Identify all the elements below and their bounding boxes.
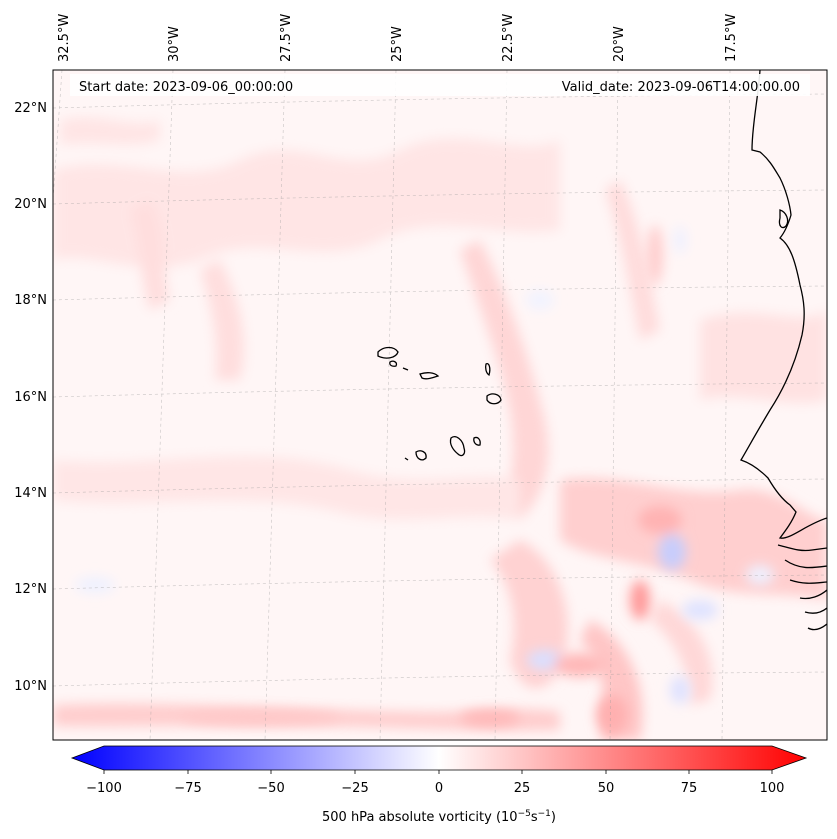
lon-label: 17.5°W [724,14,739,62]
colorbar-tick-label: 100 [760,781,785,796]
colorbar-bar [70,745,808,771]
colorbar-tick-label: −100 [86,781,122,796]
colorbar-tick-label: −75 [174,781,201,796]
start-date-label: Start date: 2023-09-06_00:00:00 [79,80,293,95]
colorbar-tick-label: 25 [514,781,531,796]
coastline [740,70,827,631]
colorbar-tick-labels: −100 −75 −50 −25 0 25 50 75 100 [86,781,784,796]
cape-verde-islands [377,346,502,461]
island-sao-vicente [389,360,398,367]
colorbar-ticks [103,770,773,774]
island-sal [484,362,491,377]
colorbar-tick-label: 0 [435,781,443,796]
lat-label: 16°N [14,390,47,405]
lat-label: 12°N [14,582,47,597]
header-strip [70,74,810,96]
vorticity-field [53,70,827,740]
lat-label: 10°N [14,679,47,694]
island-santo-antao [377,346,399,359]
valid-date-label: Valid_date: 2023-09-06T14:00:00.00 [562,80,800,95]
africa-coastline [740,70,827,539]
island-fogo [415,450,427,461]
lon-label: 20°W [612,26,627,62]
lat-label: 20°N [14,197,47,212]
lat-label: 14°N [14,486,47,501]
map-panel: Start date: 2023-09-06_00:00:00 Valid_da… [52,69,828,741]
longitude-labels: 32.5°W 30°W 27.5°W 25°W 22.5°W 20°W 17.5… [57,14,739,62]
island-santiago [449,436,466,457]
colorbar-tick-label: 75 [681,781,698,796]
lon-label: 22.5°W [501,14,516,62]
map-frame [52,69,828,741]
lon-label: 27.5°W [279,14,294,62]
colorbar-tick-label: −25 [341,781,368,796]
colorbar-tick-label: 50 [598,781,615,796]
island-brava [404,457,409,461]
latitude-labels: 22°N 20°N 18°N 16°N 14°N 12°N 10°N [14,101,47,694]
lat-label: 18°N [14,293,47,308]
colorbar-label: 500 hPa absolute vorticity (10−5s−1) [322,809,556,825]
island-sao-nicolau [419,372,440,380]
lon-label: 30°W [167,26,182,62]
island-maio [473,436,481,446]
island-santa-luzia [402,367,409,371]
colorbar: −100 −75 −50 −25 0 25 50 75 100 500 hPa … [70,745,808,825]
lon-label: 25°W [390,26,405,62]
island-boa-vista [486,393,502,405]
colorbar-tick-label: −50 [257,781,284,796]
lat-label: 22°N [14,101,47,116]
lon-label: 32.5°W [57,14,72,62]
